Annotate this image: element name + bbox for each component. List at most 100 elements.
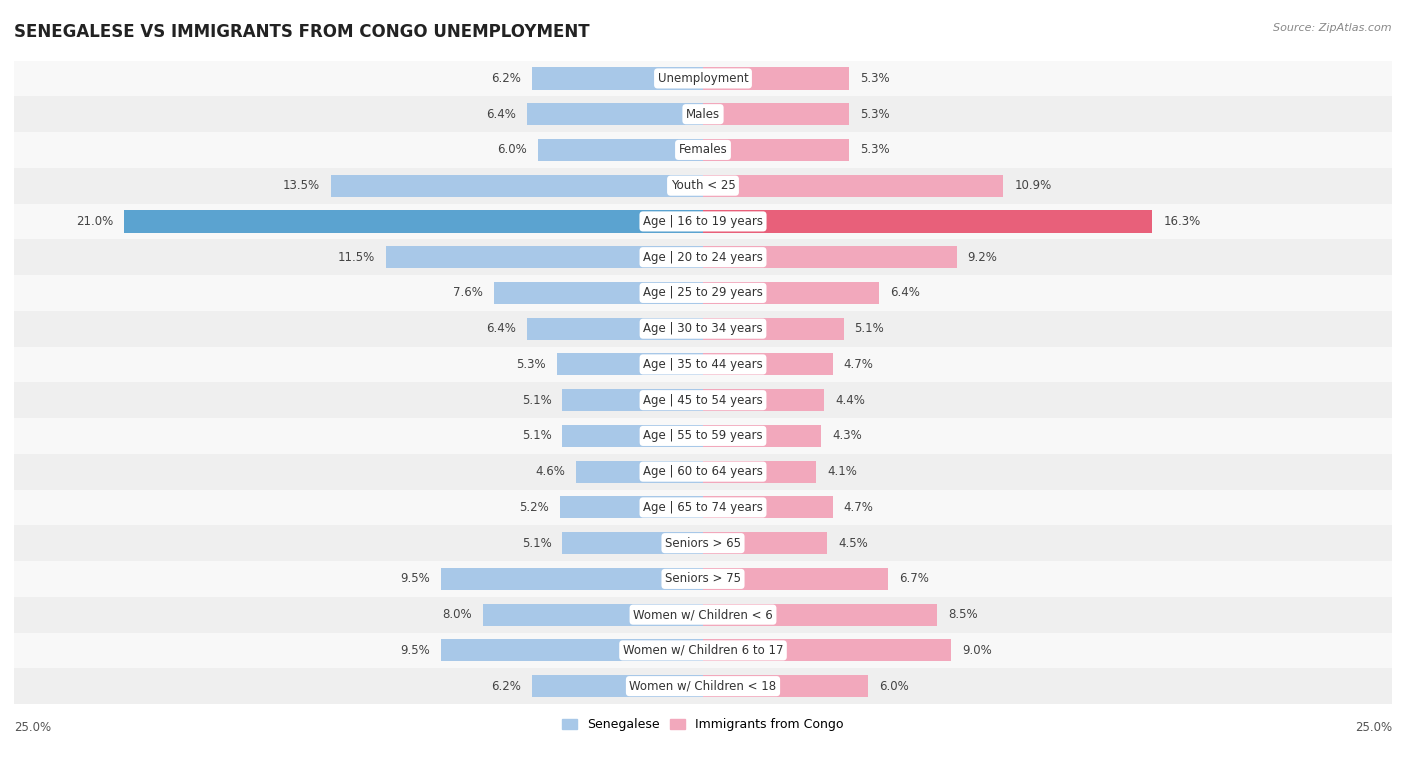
Bar <box>557 354 703 375</box>
Text: 4.1%: 4.1% <box>827 465 856 478</box>
Text: 5.3%: 5.3% <box>860 72 890 85</box>
Text: Females: Females <box>679 143 727 157</box>
Text: Seniors > 65: Seniors > 65 <box>665 537 741 550</box>
Bar <box>14 382 1392 418</box>
Bar <box>527 103 703 125</box>
Text: Women w/ Children < 18: Women w/ Children < 18 <box>630 680 776 693</box>
Bar <box>531 67 703 89</box>
Text: Seniors > 75: Seniors > 75 <box>665 572 741 585</box>
Bar <box>527 318 703 340</box>
Text: 4.4%: 4.4% <box>835 394 865 407</box>
Bar <box>441 640 703 662</box>
Text: 10.9%: 10.9% <box>1014 179 1052 192</box>
Bar <box>560 497 703 519</box>
Text: Age | 30 to 34 years: Age | 30 to 34 years <box>643 322 763 335</box>
Text: 6.0%: 6.0% <box>879 680 910 693</box>
Bar <box>703 460 815 483</box>
Text: 5.1%: 5.1% <box>522 429 551 442</box>
Bar <box>14 347 1392 382</box>
Text: Age | 65 to 74 years: Age | 65 to 74 years <box>643 501 763 514</box>
Text: 4.7%: 4.7% <box>844 358 873 371</box>
Bar <box>441 568 703 590</box>
Bar <box>703 568 887 590</box>
Bar <box>703 318 844 340</box>
Bar <box>703 282 879 304</box>
Bar <box>14 239 1392 275</box>
Text: 5.3%: 5.3% <box>860 107 890 120</box>
Bar <box>330 175 703 197</box>
Text: 5.2%: 5.2% <box>519 501 548 514</box>
Text: 13.5%: 13.5% <box>283 179 321 192</box>
Bar <box>14 668 1392 704</box>
Bar <box>14 525 1392 561</box>
Text: 21.0%: 21.0% <box>76 215 114 228</box>
Text: 5.1%: 5.1% <box>522 537 551 550</box>
Text: 8.5%: 8.5% <box>948 608 979 621</box>
Text: 11.5%: 11.5% <box>337 251 375 263</box>
Bar <box>14 132 1392 168</box>
Bar <box>14 561 1392 597</box>
Bar <box>14 275 1392 311</box>
Text: 5.3%: 5.3% <box>516 358 546 371</box>
Bar <box>703 354 832 375</box>
Bar <box>387 246 703 268</box>
Legend: Senegalese, Immigrants from Congo: Senegalese, Immigrants from Congo <box>557 713 849 737</box>
Text: 6.2%: 6.2% <box>491 680 522 693</box>
Bar <box>703 389 824 411</box>
Text: 4.6%: 4.6% <box>536 465 565 478</box>
Text: 5.3%: 5.3% <box>860 143 890 157</box>
Bar <box>703 103 849 125</box>
Text: 25.0%: 25.0% <box>14 721 51 734</box>
Bar <box>14 418 1392 453</box>
Text: Age | 55 to 59 years: Age | 55 to 59 years <box>643 429 763 442</box>
Text: 5.1%: 5.1% <box>855 322 884 335</box>
Text: 9.0%: 9.0% <box>962 644 991 657</box>
Text: 4.7%: 4.7% <box>844 501 873 514</box>
Bar <box>14 453 1392 490</box>
Bar <box>703 139 849 161</box>
Text: 6.2%: 6.2% <box>491 72 522 85</box>
Text: Source: ZipAtlas.com: Source: ZipAtlas.com <box>1274 23 1392 33</box>
Text: Males: Males <box>686 107 720 120</box>
Bar <box>703 175 1004 197</box>
Bar <box>14 633 1392 668</box>
Bar <box>703 425 821 447</box>
Bar <box>14 168 1392 204</box>
Bar <box>494 282 703 304</box>
Text: Age | 60 to 64 years: Age | 60 to 64 years <box>643 465 763 478</box>
Bar <box>14 96 1392 132</box>
Text: Age | 20 to 24 years: Age | 20 to 24 years <box>643 251 763 263</box>
Bar <box>703 603 938 626</box>
Bar <box>14 61 1392 96</box>
Text: 9.5%: 9.5% <box>401 572 430 585</box>
Bar <box>703 675 869 697</box>
Bar <box>14 490 1392 525</box>
Text: Women w/ Children 6 to 17: Women w/ Children 6 to 17 <box>623 644 783 657</box>
Text: Youth < 25: Youth < 25 <box>671 179 735 192</box>
Bar <box>531 675 703 697</box>
Text: Age | 35 to 44 years: Age | 35 to 44 years <box>643 358 763 371</box>
Bar <box>562 532 703 554</box>
Text: 7.6%: 7.6% <box>453 286 482 300</box>
Text: 6.7%: 6.7% <box>898 572 928 585</box>
Bar <box>703 497 832 519</box>
Text: 4.3%: 4.3% <box>832 429 862 442</box>
Text: 6.0%: 6.0% <box>496 143 527 157</box>
Text: 25.0%: 25.0% <box>1355 721 1392 734</box>
Bar <box>14 204 1392 239</box>
Bar <box>537 139 703 161</box>
Text: 9.5%: 9.5% <box>401 644 430 657</box>
Bar <box>14 597 1392 633</box>
Bar <box>562 425 703 447</box>
Text: 9.2%: 9.2% <box>967 251 997 263</box>
Text: 8.0%: 8.0% <box>441 608 471 621</box>
Text: Age | 25 to 29 years: Age | 25 to 29 years <box>643 286 763 300</box>
Text: Age | 45 to 54 years: Age | 45 to 54 years <box>643 394 763 407</box>
Text: 16.3%: 16.3% <box>1163 215 1201 228</box>
Text: 6.4%: 6.4% <box>485 322 516 335</box>
Text: 6.4%: 6.4% <box>485 107 516 120</box>
Text: Unemployment: Unemployment <box>658 72 748 85</box>
Text: SENEGALESE VS IMMIGRANTS FROM CONGO UNEMPLOYMENT: SENEGALESE VS IMMIGRANTS FROM CONGO UNEM… <box>14 23 589 41</box>
Bar <box>124 210 703 232</box>
Bar <box>562 389 703 411</box>
